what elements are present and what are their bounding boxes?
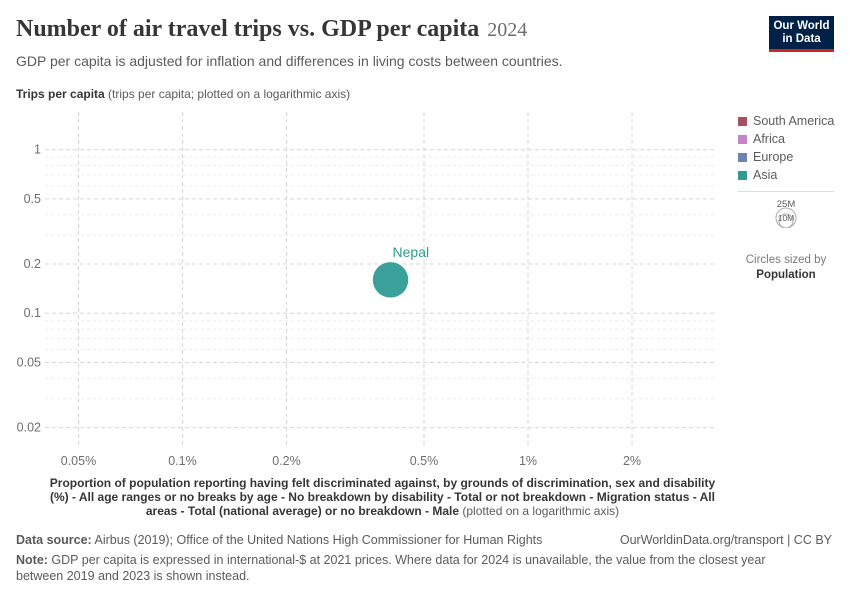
owid-logo[interactable]: Our World in Data	[769, 16, 834, 52]
size-label-large: 25M	[777, 199, 796, 210]
note-text: GDP per capita is expressed in internati…	[16, 553, 766, 583]
x-axis-title-bold: Proportion of population reporting havin…	[49, 476, 716, 518]
size-label-small: 10M	[778, 213, 795, 223]
y-axis-title-bold: Trips per capita	[16, 87, 105, 101]
point-label: Nepal	[393, 244, 430, 260]
logo-line-2: in Data	[782, 33, 821, 45]
legend-label: Africa	[753, 132, 785, 146]
region-legend: South America Africa Europe Asia	[738, 112, 834, 184]
y-tick-label: 1	[34, 143, 41, 157]
legend-item[interactable]: Africa	[738, 130, 834, 148]
size-caption-bold: Population	[756, 269, 816, 281]
size-caption-text: Circles sized by	[745, 254, 827, 266]
legend-swatch	[738, 152, 747, 162]
x-axis-title-rest: (plotted on a logarithmic axis)	[459, 504, 620, 518]
x-tick-label: 0.05%	[61, 454, 96, 468]
source-label: Data source:	[16, 533, 92, 547]
x-tick-label: 0.2%	[272, 454, 301, 468]
data-points: Nepal	[372, 244, 430, 299]
legend-item[interactable]: Europe	[738, 148, 834, 166]
legend-label: Europe	[753, 150, 794, 164]
chart-year[interactable]: 2024	[487, 19, 528, 41]
legend-divider	[738, 191, 834, 192]
legend-swatch	[738, 134, 747, 144]
size-legend-circles: 25M 10M	[775, 199, 797, 229]
size-legend: 25M 10M Circles sized by Population	[738, 198, 834, 283]
y-tick-label: 0.02	[17, 421, 41, 435]
logo-line-1: Our World	[773, 20, 830, 32]
legend-item[interactable]: South America	[738, 112, 834, 130]
x-tick-label: 1%	[519, 454, 537, 468]
footer-note: Note: GDP per capita is expressed in int…	[16, 552, 816, 584]
y-tick-labels: 0.02 0.05 0.1 0.2 0.5 1	[17, 143, 41, 435]
x-tick-label: 0.1%	[168, 454, 197, 468]
chart-subtitle: GDP per capita is adjusted for inflation…	[16, 53, 563, 69]
y-axis-title: Trips per capita (trips per capita; plot…	[16, 87, 350, 101]
y-tick-label: 0.05	[17, 355, 41, 369]
y-axis-title-rest: (trips per capita; plotted on a logarith…	[104, 87, 351, 101]
footer-url[interactable]: OurWorldinData.org/transport | CC BY	[619, 533, 832, 547]
legend-label: South America	[753, 114, 835, 128]
note-label: Note:	[16, 553, 48, 567]
legend-swatch	[738, 116, 747, 126]
data-point	[372, 261, 409, 299]
size-legend-caption: Circles sized by Population	[738, 253, 834, 283]
grid-lines	[45, 112, 716, 448]
x-tick-labels: 0.05% 0.1% 0.2% 0.5% 1% 2%	[61, 454, 641, 468]
legend-item[interactable]: Asia	[738, 166, 834, 184]
legend-swatch	[738, 170, 747, 180]
data-source: Data source: Airbus (2019); Office of th…	[16, 533, 542, 547]
x-axis-title: Proportion of population reporting havin…	[45, 476, 720, 518]
y-tick-label: 0.5	[24, 192, 41, 206]
y-tick-label: 0.2	[24, 257, 41, 271]
y-tick-label: 0.1	[24, 306, 41, 320]
legend-label: Asia	[753, 168, 778, 182]
x-tick-label: 2%	[623, 454, 641, 468]
source-text[interactable]: Airbus (2019); Office of the United Nati…	[91, 533, 543, 547]
chart-title: Number of air travel trips vs. GDP per c…	[16, 16, 480, 42]
x-tick-label: 0.5%	[410, 454, 439, 468]
